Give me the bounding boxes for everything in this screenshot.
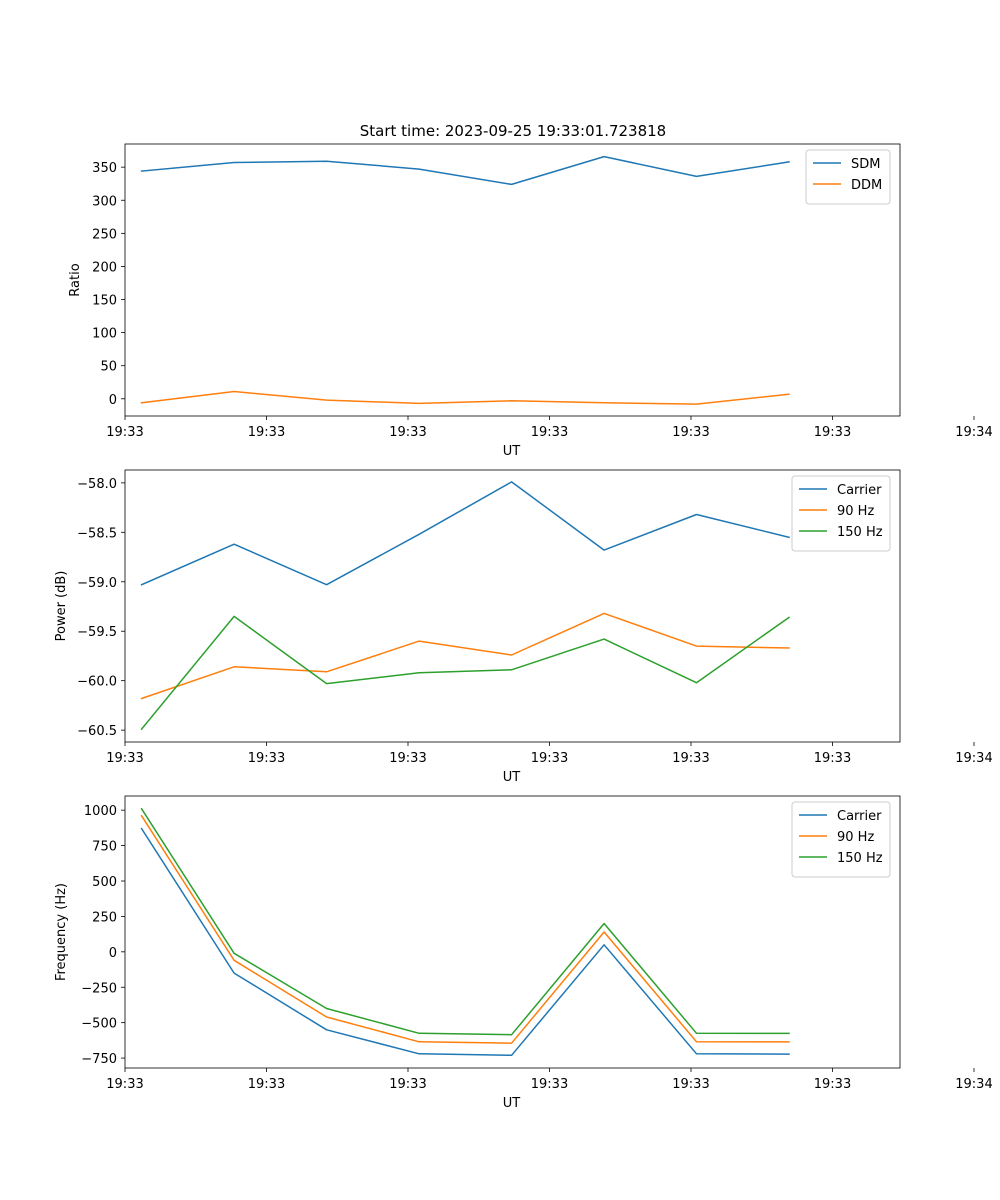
x-axis-label: UT: [503, 1096, 521, 1111]
legend-label: Carrier: [837, 483, 882, 498]
legend-label: 90 Hz: [837, 504, 874, 519]
y-axis-label: Ratio: [68, 263, 83, 296]
x-tick-label: 19:33: [672, 425, 709, 440]
y-tick-label: 150: [92, 294, 117, 309]
x-tick-label: 19:33: [531, 1077, 568, 1092]
power-axes: 19:33 19:33 19:33 19:33 19:33 19:33 19:34 −60.5…: [54, 469, 993, 785]
x-tick-label: 19:33: [814, 425, 851, 440]
y-tick-label: 750: [92, 840, 117, 855]
x-tick-label: 19:34: [955, 425, 992, 440]
figure-title: Start time: 2023-09-25 19:33:01.723818: [360, 122, 666, 140]
legend-box: [791, 475, 891, 552]
y-tick-label: −58.5: [77, 526, 117, 541]
y-tick-label: −250: [81, 981, 117, 996]
legend: Carrier 90 Hz 150 Hz: [791, 475, 891, 552]
y-tick-label: 100: [92, 327, 117, 342]
legend-label: 150 Hz: [837, 525, 883, 540]
axes-frame: [124, 143, 901, 417]
y-axis-label: Power (dB): [54, 571, 69, 642]
series-line-carrier: [140, 481, 790, 586]
x-tick-label: 19:33: [531, 425, 568, 440]
y-tick-label: −500: [81, 1017, 117, 1032]
y-tick-label: 350: [92, 161, 117, 176]
legend-box: [791, 801, 891, 878]
series-line-90-hz: [140, 612, 790, 700]
y-tick-label: 1000: [84, 804, 117, 819]
y-tick-label: −59.0: [77, 576, 117, 591]
x-tick-label: 19:34: [955, 751, 992, 766]
series-line-ddm: [140, 390, 790, 405]
y-tick-label: −750: [81, 1052, 117, 1067]
x-tick-label: 19:33: [248, 1077, 285, 1092]
legend: Carrier 90 Hz 150 Hz: [791, 801, 891, 878]
frequency-axes: 19:33 19:33 19:33 19:33 19:33 19:33 19:34 −750 −…: [54, 795, 993, 1111]
y-tick-label: 0: [109, 946, 117, 961]
x-tick-label: 19:33: [389, 751, 426, 766]
x-axis-label: UT: [503, 770, 521, 785]
y-tick-label: 500: [92, 875, 117, 890]
x-tick-label: 19:33: [672, 751, 709, 766]
y-tick-label: 300: [92, 194, 117, 209]
series-line-90-hz: [140, 814, 790, 1044]
x-axis-label: UT: [503, 444, 521, 459]
y-tick-label: 250: [92, 910, 117, 925]
x-tick-label: 19:33: [389, 425, 426, 440]
ratio-axes: 19:33 19:33 19:33 19:33 19:33 19:33 19:34 0 50 10…: [68, 143, 993, 459]
x-tick-label: 19:33: [106, 425, 143, 440]
plot-area: [125, 144, 900, 416]
y-tick-label: 250: [92, 227, 117, 242]
series-line-150-hz: [140, 615, 791, 731]
x-tick-label: 19:33: [672, 1077, 709, 1092]
x-tick-label: 19:33: [106, 1077, 143, 1092]
x-tick-label: 19:33: [814, 751, 851, 766]
axes-frame: [124, 795, 901, 1069]
x-tick-label: 19:33: [531, 751, 568, 766]
plot-area: [125, 470, 900, 742]
x-tick-label: 19:33: [389, 1077, 426, 1092]
legend-label: DDM: [851, 178, 882, 193]
series-line-150-hz: [140, 807, 790, 1036]
y-tick-label: −60.5: [77, 724, 117, 739]
series-line-carrier: [140, 827, 790, 1057]
x-tick-label: 19:33: [814, 1077, 851, 1092]
series-line-sdm: [140, 155, 790, 186]
legend-label: Carrier: [837, 809, 882, 824]
x-tick-label: 19:33: [106, 751, 143, 766]
legend-label: 90 Hz: [837, 830, 874, 845]
y-tick-label: −58.0: [77, 477, 117, 492]
y-tick-label: −59.5: [77, 625, 117, 640]
y-tick-label: 0: [109, 393, 117, 408]
y-tick-label: 200: [92, 260, 117, 275]
legend-label: SDM: [851, 157, 880, 172]
y-tick-label: −60.0: [77, 675, 117, 690]
x-tick-label: 19:34: [955, 1077, 992, 1092]
x-tick-label: 19:33: [248, 751, 285, 766]
x-tick-label: 19:33: [248, 425, 285, 440]
plot-area: [125, 796, 900, 1068]
legend-label: 150 Hz: [837, 851, 883, 866]
legend: SDM DDM: [805, 149, 891, 205]
y-axis-label: Frequency (Hz): [54, 883, 69, 981]
axes-frame: [124, 469, 901, 743]
y-tick-label: 50: [100, 360, 117, 375]
